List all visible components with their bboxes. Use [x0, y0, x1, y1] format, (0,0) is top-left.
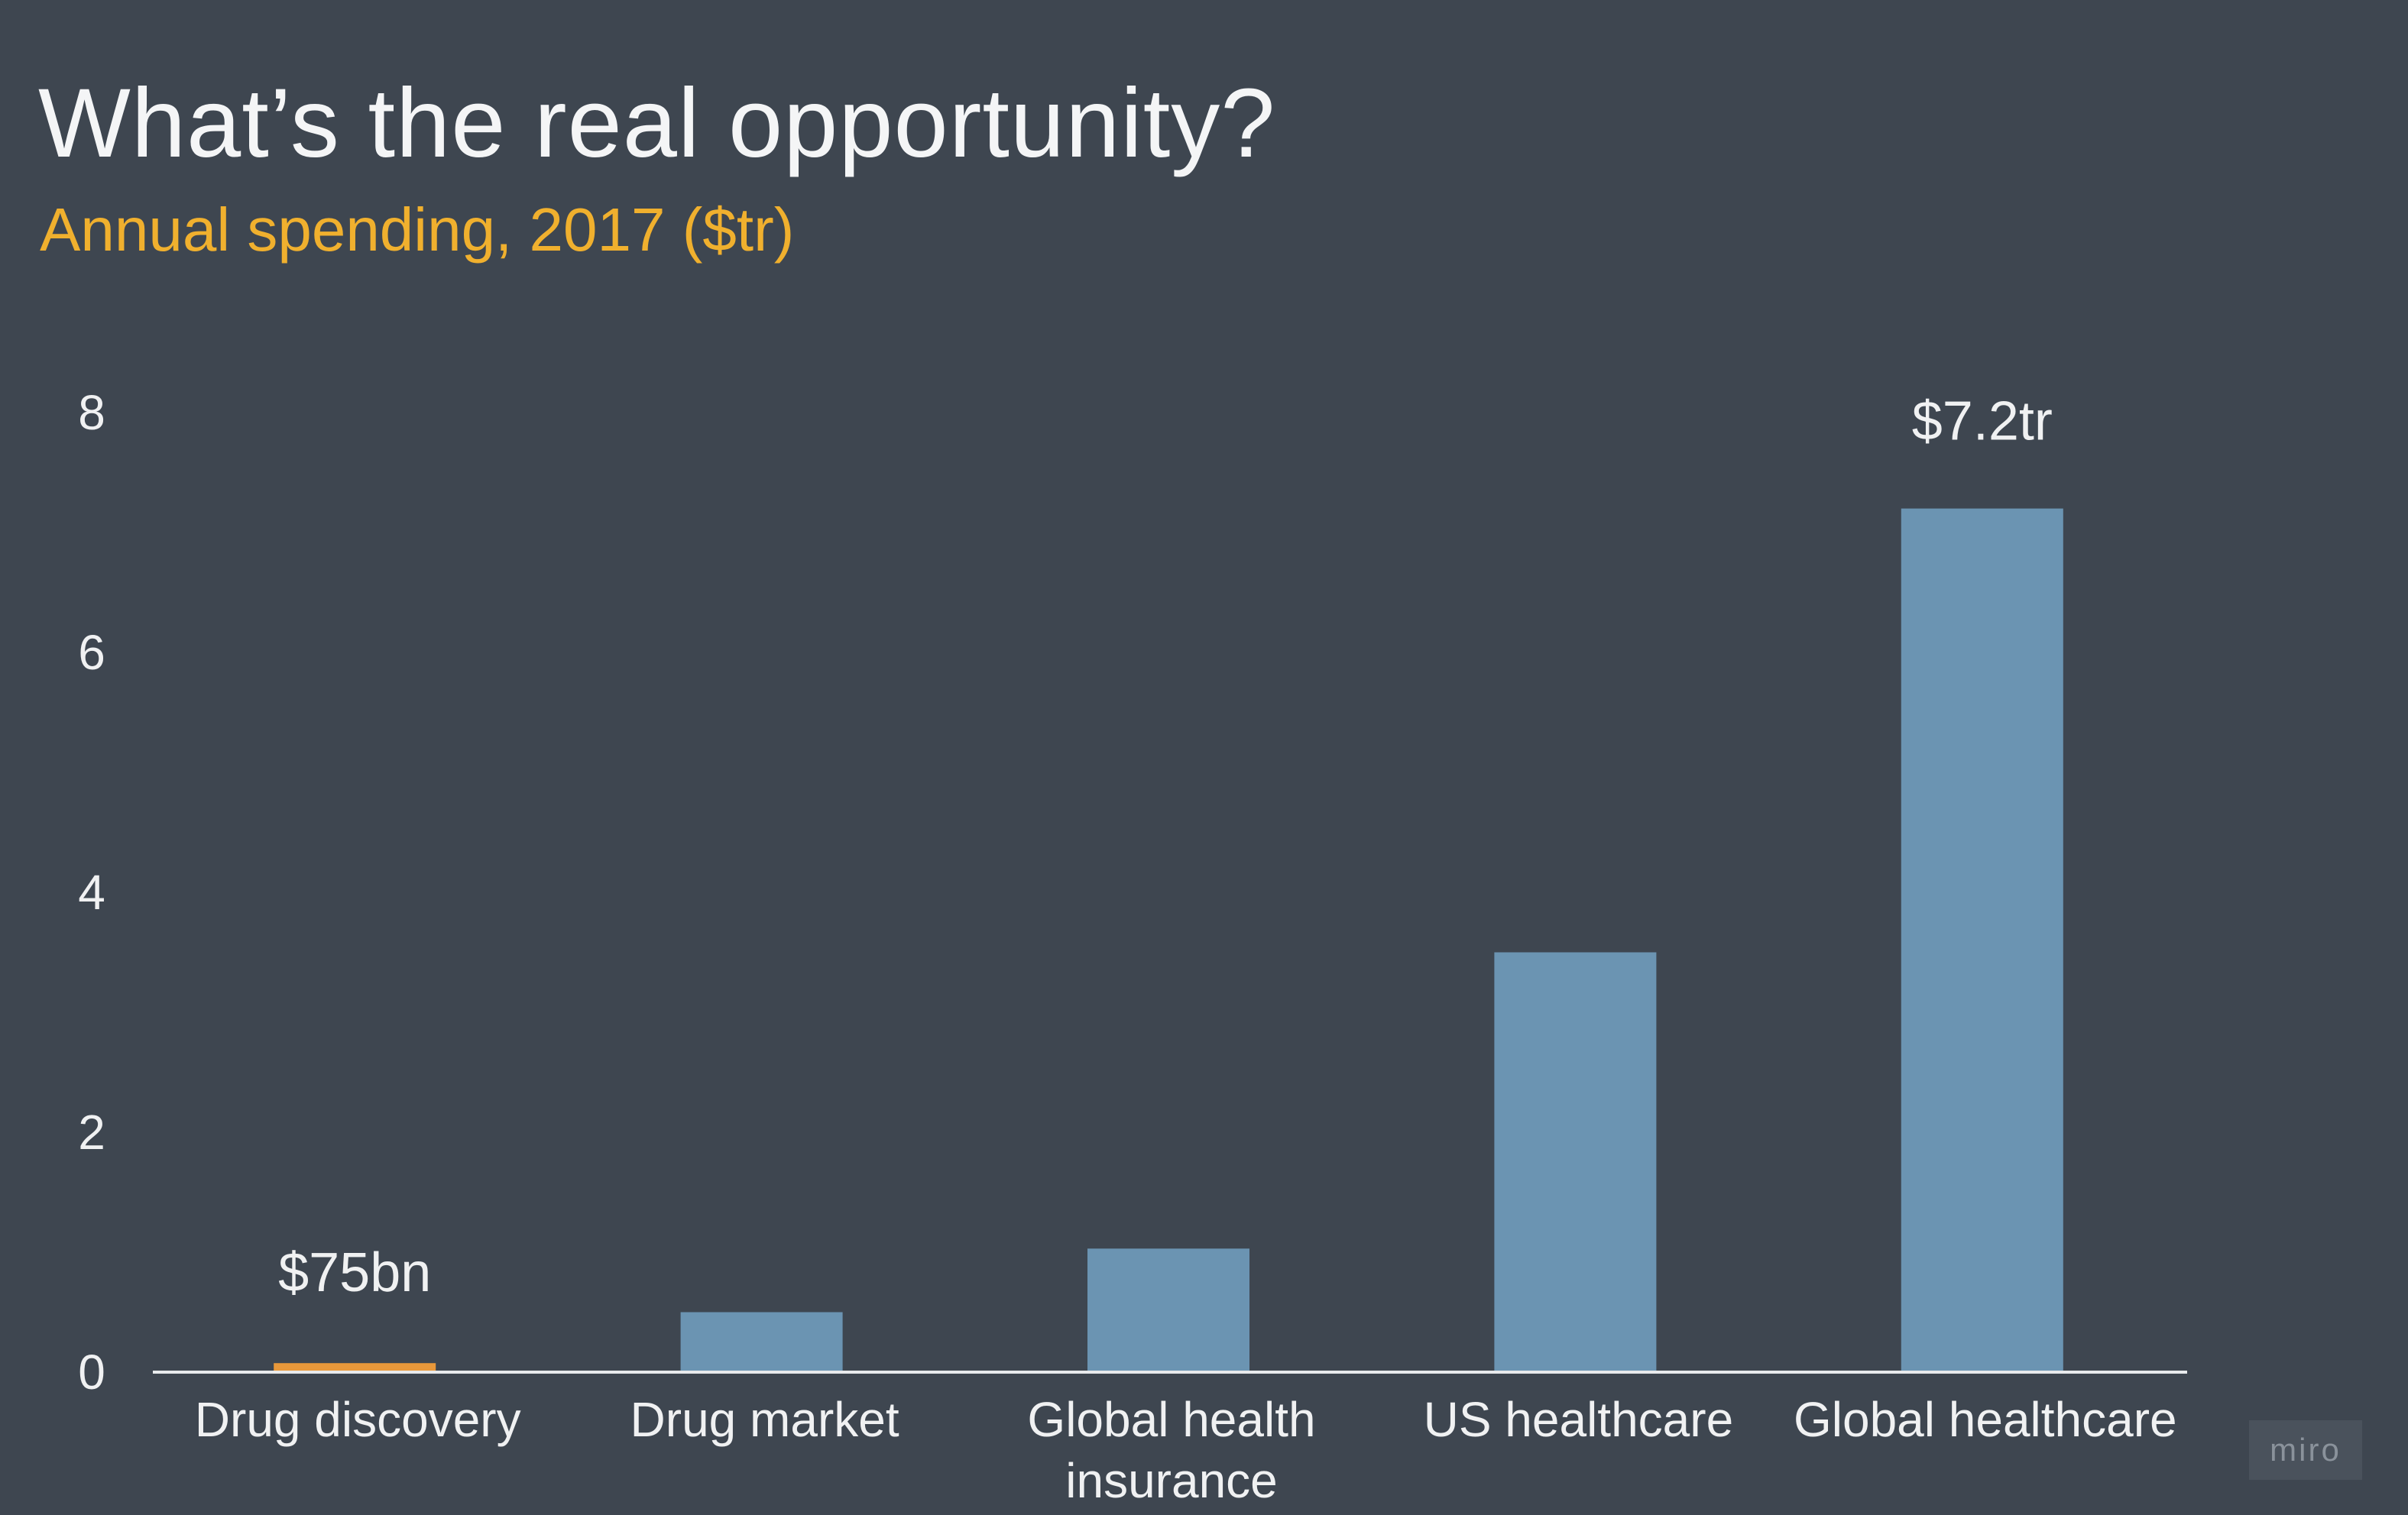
- bar: [274, 1363, 436, 1372]
- y-tick-label: 6: [78, 625, 105, 680]
- data-label: $7.2tr: [1912, 391, 2053, 452]
- x-category-label: US healthcare: [1424, 1392, 1734, 1447]
- x-category-label: Drug market: [630, 1392, 899, 1447]
- x-category-label: Drug discovery: [195, 1392, 521, 1447]
- y-tick-label: 0: [78, 1345, 105, 1400]
- x-category-label: Global healthcare: [1794, 1392, 2177, 1447]
- data-labels: $75bn $7.2tr: [278, 391, 2053, 1304]
- data-label: $75bn: [278, 1242, 431, 1303]
- y-axis-ticks: 0 2 4 6 8: [78, 385, 105, 1400]
- x-category-label: insurance: [1065, 1453, 1278, 1508]
- x-category-label: Global health: [1027, 1392, 1315, 1447]
- miro-watermark: miro: [2249, 1420, 2362, 1480]
- bar: [680, 1312, 843, 1372]
- chart-title: What’s the real opportunity?: [38, 69, 1276, 178]
- bars: [274, 508, 2063, 1372]
- category-labels: Drug discovery Drug market Global health in…: [195, 1392, 2177, 1508]
- bar: [1087, 1248, 1249, 1372]
- y-tick-label: 8: [78, 385, 105, 440]
- bar: [1494, 952, 1657, 1372]
- y-tick-label: 2: [78, 1105, 105, 1160]
- y-tick-label: 4: [78, 865, 105, 920]
- bar: [1901, 508, 2063, 1372]
- chart-subtitle: Annual spending, 2017 ($tr): [40, 196, 795, 264]
